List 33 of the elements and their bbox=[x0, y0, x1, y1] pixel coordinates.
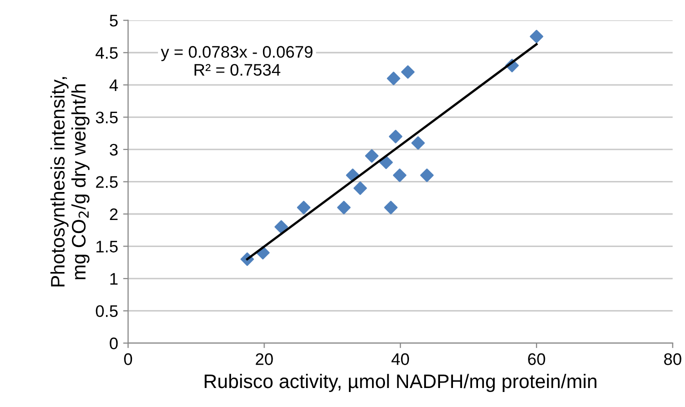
point bbox=[420, 168, 434, 182]
point bbox=[411, 136, 425, 150]
point bbox=[386, 72, 400, 86]
point bbox=[379, 156, 393, 170]
point bbox=[296, 200, 310, 214]
point bbox=[530, 30, 544, 44]
y-tick-label: 2 bbox=[110, 208, 118, 220]
x-tick-label: 60 bbox=[528, 353, 546, 366]
y-tick-label: 3 bbox=[110, 144, 118, 156]
y-tick-label: 0 bbox=[110, 338, 118, 350]
y-tick-label: 1.5 bbox=[96, 240, 118, 252]
annotation: y = 0.0783x - 0.0679 R² = 0.7534 bbox=[160, 46, 312, 76]
y-tick-label: 4 bbox=[109, 79, 118, 91]
y-tick-label: 5 bbox=[110, 14, 118, 27]
y-tick-label: 2.5 bbox=[96, 176, 118, 188]
point bbox=[388, 130, 402, 144]
x-tick-label: 0 bbox=[124, 353, 132, 366]
point bbox=[353, 181, 367, 195]
y-axis-title: Photosynthesis intensity, mg CO$_{2}$/g dry weight/h bbox=[50, 77, 90, 286]
y-tick-label: 1 bbox=[110, 273, 118, 285]
point bbox=[365, 149, 379, 163]
x-tick-label: 40 bbox=[391, 353, 409, 366]
y-tick-label: 4.5 bbox=[96, 47, 118, 59]
point bbox=[401, 65, 415, 79]
point bbox=[392, 168, 406, 182]
point bbox=[337, 200, 351, 214]
point bbox=[384, 200, 398, 214]
y-tick-label: 0.5 bbox=[96, 305, 118, 318]
x-axis-title: Rubisco activity, µmol NADPH/mg protein/min bbox=[204, 374, 596, 392]
x-tick-label: 20 bbox=[256, 353, 273, 366]
x-tick-label: 80 bbox=[664, 353, 682, 366]
point bbox=[274, 220, 288, 234]
y-tick-label: 3.5 bbox=[96, 112, 118, 124]
